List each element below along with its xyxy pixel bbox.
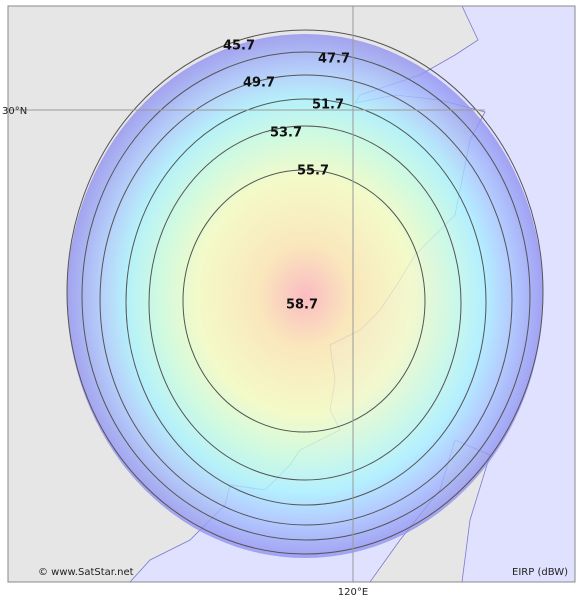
latitude-label: 30°N bbox=[2, 106, 27, 117]
contour-label: 55.7 bbox=[297, 164, 329, 179]
contour bbox=[81, 51, 531, 541]
contours bbox=[66, 29, 544, 555]
contour bbox=[182, 169, 426, 433]
credit: © www.SatStar.net bbox=[38, 567, 134, 578]
map-area: 45.7 47.7 49.7 51.7 53.7 55.7 58.7 © www… bbox=[8, 6, 575, 582]
contour bbox=[66, 29, 544, 555]
contour-label: 47.7 bbox=[318, 52, 350, 67]
contour bbox=[125, 98, 487, 506]
contour-label: 53.7 bbox=[270, 126, 302, 141]
contour-label: 51.7 bbox=[312, 98, 344, 113]
contour-label: 49.7 bbox=[243, 76, 275, 91]
frame bbox=[7, 5, 576, 583]
contour bbox=[148, 125, 462, 481]
contour-label: 45.7 bbox=[223, 39, 255, 54]
center-label: 58.7 bbox=[286, 298, 318, 313]
beam-fill bbox=[67, 34, 543, 558]
contour bbox=[99, 74, 513, 526]
longitude-label: 120°E bbox=[338, 587, 368, 598]
unit-label: EIRP (dBW) bbox=[512, 567, 568, 578]
